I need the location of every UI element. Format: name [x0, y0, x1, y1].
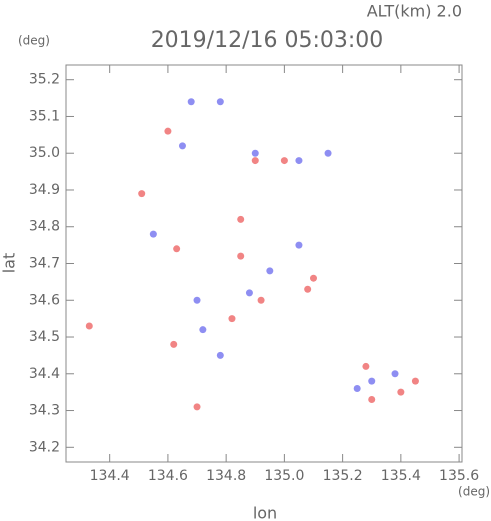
- echo-point: [173, 245, 181, 253]
- echo-point: [304, 285, 312, 293]
- echo-point: [310, 274, 317, 282]
- echo-point: [391, 370, 399, 378]
- echo-point: [368, 396, 376, 404]
- echo-point: [228, 315, 236, 323]
- echo-point: [362, 362, 370, 370]
- echo-point: [164, 127, 172, 135]
- y-tick-label: 34.2: [29, 439, 60, 455]
- y-tick-label: 35.1: [29, 108, 60, 124]
- x-tick-label: 135.4: [381, 468, 421, 484]
- echo-point: [149, 230, 157, 238]
- x-tick-label: 135.2: [323, 468, 363, 484]
- echo-point: [216, 98, 224, 106]
- chart-title: 2019/12/16 05:03:00: [151, 28, 384, 53]
- echo-point: [266, 267, 274, 275]
- y-tick-label: 34.8: [29, 219, 60, 235]
- echo-point: [411, 377, 419, 385]
- echo-point: [187, 98, 195, 106]
- x-unit: (deg): [458, 485, 490, 499]
- x-axis-label: lon: [253, 504, 277, 521]
- echo-point: [237, 252, 245, 260]
- echo-point: [280, 157, 288, 165]
- y-tick-label: 34.6: [29, 292, 60, 308]
- echo-point: [199, 326, 207, 334]
- x-tick-label: 135.0: [264, 468, 304, 484]
- y-tick-label: 34.5: [29, 329, 60, 345]
- x-tick-label: 135.6: [439, 468, 479, 484]
- echo-point: [193, 403, 201, 411]
- echo-point: [216, 351, 224, 359]
- echo-point: [251, 149, 259, 157]
- echo-point: [257, 296, 265, 304]
- echo-point: [193, 296, 201, 304]
- y-unit: (deg): [18, 34, 50, 48]
- y-tick-label: 34.4: [29, 366, 60, 382]
- echo-point: [237, 215, 245, 223]
- echo-point: [295, 157, 303, 165]
- echo-point: [170, 340, 178, 348]
- echo-point: [324, 149, 332, 157]
- plot-frame: [65, 64, 463, 463]
- x-tick-label: 134.8: [206, 468, 246, 484]
- y-tick-label: 35.0: [29, 145, 60, 161]
- echo-point: [178, 142, 186, 150]
- echo-point: [85, 322, 93, 330]
- y-tick-label: 34.9: [29, 182, 60, 198]
- chart-subtitle: ALT(km) 2.0: [367, 2, 462, 21]
- y-tick-label: 35.2: [29, 72, 60, 88]
- x-tick-label: 134.4: [90, 468, 130, 484]
- echo-point: [368, 377, 376, 385]
- echo-point: [245, 289, 253, 297]
- echo-point: [251, 157, 259, 165]
- echo-point: [353, 384, 361, 392]
- y-tick-label: 34.3: [29, 403, 60, 419]
- echo-point: [138, 190, 146, 198]
- echo-point: [295, 241, 303, 249]
- echo-point: [397, 388, 405, 396]
- y-axis-label: lat: [0, 253, 19, 274]
- y-tick-label: 34.7: [29, 256, 60, 272]
- x-tick-label: 134.6: [148, 468, 188, 484]
